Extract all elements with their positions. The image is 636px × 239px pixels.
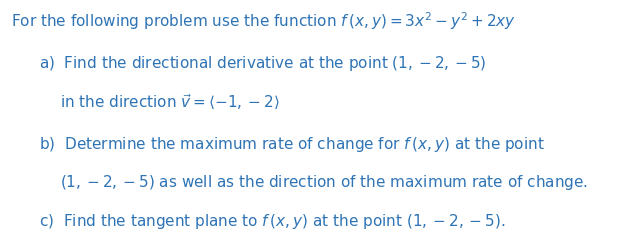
Text: a)  Find the directional derivative at the point $(1,-2,-5)$: a) Find the directional derivative at th… (39, 54, 487, 73)
Text: For the following problem use the function $f\,(x,y) = 3x^2 - y^2 + 2xy$: For the following problem use the functi… (11, 11, 516, 33)
Text: in the direction $\vec{v} = \langle{-1,-2}\rangle$: in the direction $\vec{v} = \langle{-1,-… (60, 92, 280, 112)
Text: c)  Find the tangent plane to $f\,(x,y)$ at the point $(1,-2,-5)$.: c) Find the tangent plane to $f\,(x,y)$ … (39, 212, 506, 230)
Text: $(1,-2,-5)$ as well as the direction of the maximum rate of change.: $(1,-2,-5)$ as well as the direction of … (60, 173, 588, 192)
Text: b)  Determine the maximum rate of change for $f\,(x,y)$ at the point: b) Determine the maximum rate of change … (39, 135, 545, 154)
